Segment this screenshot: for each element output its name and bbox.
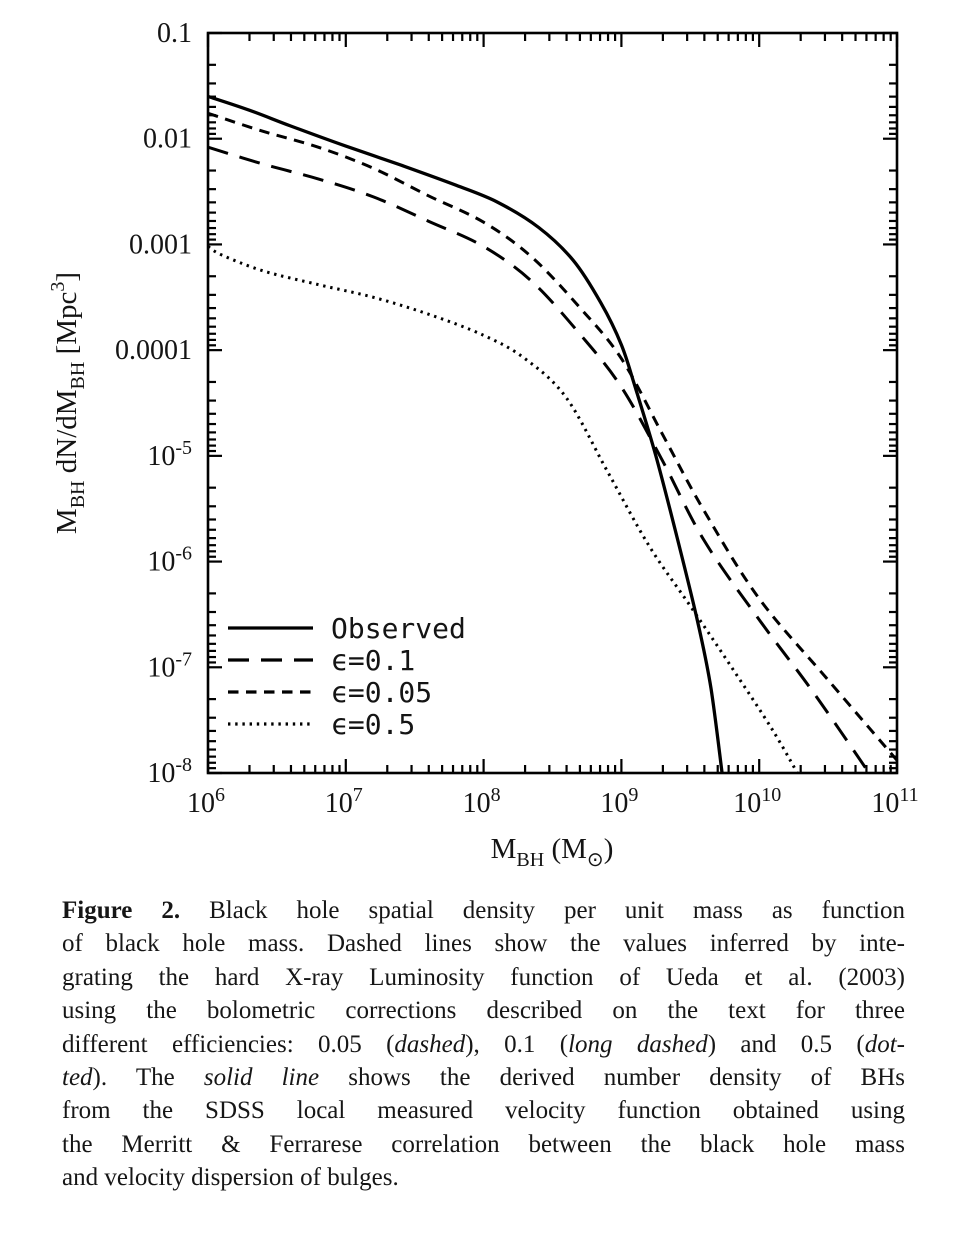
y-tick-label: 10-8 <box>147 754 192 789</box>
y-tick-label: 0.001 <box>129 229 192 260</box>
caption-line: and velocity dispersion of bulges. <box>62 1161 905 1194</box>
figure-caption: Figure 2. Black hole spatial density per… <box>62 894 905 1195</box>
caption-line: from the SDSS local measured velocity fu… <box>62 1094 905 1127</box>
y-tick-label: 10-7 <box>147 648 192 683</box>
caption-line: of black hole mass. Dashed lines show th… <box>62 927 905 960</box>
caption-text: using the bolometric corrections describ… <box>62 997 905 1025</box>
y-tick-label: 0.1 <box>157 18 192 49</box>
x-tick-labels: 106 107 108 109 1010 1011 <box>187 784 919 819</box>
curve--0-1 <box>208 145 871 773</box>
axis-ticks <box>206 31 899 775</box>
caption-text: the Merritt & Ferrarese correlation betw… <box>62 1130 905 1158</box>
caption-text: dashed <box>394 1030 466 1058</box>
curve-observed <box>208 94 724 773</box>
plot-frame <box>206 31 899 775</box>
caption-text: long dashed <box>568 1030 708 1058</box>
x-tick-label: 108 <box>463 784 501 819</box>
legend-label: ϵ=0.5 <box>331 708 415 741</box>
figure-2-plot: 106 107 108 109 1010 1011 0.1 0.01 0.001 0.0001 10… <box>47 18 919 871</box>
caption-text: different efficiencies: 0.05 ( <box>62 1030 395 1058</box>
y-tick-labels: 0.1 0.01 0.001 0.0001 10-5 10-6 10-7 10-8 <box>115 18 192 789</box>
caption-text: solid line <box>203 1064 320 1092</box>
caption-line: different efficiencies: 0.05 (dashed), 0… <box>62 1028 905 1061</box>
legend-label: ϵ=0.1 <box>331 644 415 677</box>
x-tick-label: 1011 <box>871 784 918 819</box>
caption-text: of black hole mass. Dashed lines show th… <box>62 930 905 958</box>
caption-line: using the bolometric corrections describ… <box>62 994 905 1027</box>
caption-line: the Merritt & Ferrarese correlation betw… <box>62 1128 905 1161</box>
caption-text: grating the hard X-ray Luminosity functi… <box>62 963 905 991</box>
caption-text: Black hole spatial density per unit mass… <box>180 897 905 924</box>
caption-line: ted). The solid line shows the derived n… <box>62 1061 905 1094</box>
curves <box>208 94 897 773</box>
y-tick-label: 0.01 <box>143 124 192 155</box>
legend-label: ϵ=0.05 <box>331 676 432 709</box>
caption-text: shows the derived number density of BHs <box>319 1064 906 1092</box>
y-tick-label: 10-5 <box>147 437 192 472</box>
caption-text: ) and 0.5 ( <box>707 1030 865 1058</box>
curve--0-5 <box>208 245 800 773</box>
caption-line: grating the hard X-ray Luminosity functi… <box>62 961 905 994</box>
caption-line: Figure 2. Black hole spatial density per… <box>62 894 905 927</box>
y-tick-label: 0.0001 <box>115 335 192 366</box>
caption-text: and velocity dispersion of bulges. <box>62 1164 399 1192</box>
caption-text: ). The <box>92 1064 204 1092</box>
caption-text: ), 0.1 ( <box>465 1030 569 1058</box>
y-axis-title: MBH dN/dMBH [Mpc3] <box>47 272 89 534</box>
caption-text: from the SDSS local measured velocity fu… <box>62 1097 905 1125</box>
legend-label: Observed <box>331 612 466 645</box>
caption-text: dot- <box>864 1030 906 1058</box>
curve--0-05 <box>208 111 897 762</box>
y-tick-label: 10-6 <box>147 543 192 578</box>
x-tick-label: 106 <box>187 784 225 819</box>
caption-figure-number: Figure 2. <box>62 897 181 924</box>
x-tick-label: 107 <box>325 784 363 819</box>
caption-text: ted <box>62 1064 93 1092</box>
x-axis-title: MBH (M⊙) <box>491 833 614 871</box>
x-tick-label: 109 <box>600 784 638 819</box>
x-tick-label: 1010 <box>733 784 781 819</box>
